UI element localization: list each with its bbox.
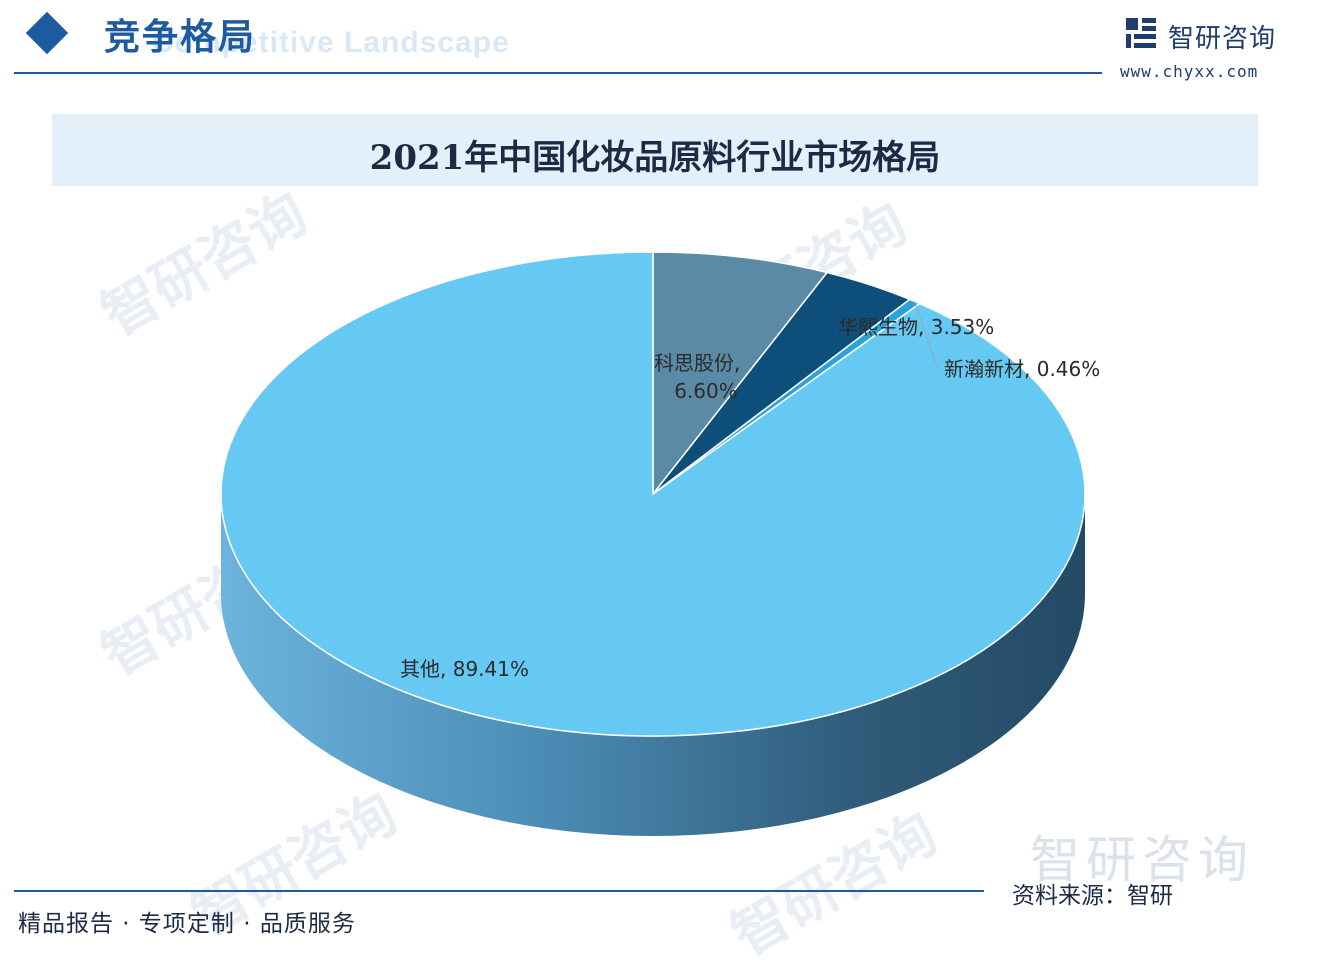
- pie-slice-3: [220, 251, 1086, 737]
- pie-slice-0: [652, 251, 829, 497]
- data-label-kesi: 科思股份,: [654, 351, 740, 375]
- pie-chart: 科思股份, 6.60% 华熙生物, 3.53% 新瀚新材, 0.46% 其他, 89.4…: [220, 251, 1100, 836]
- footer-brand-watermark: 智研咨询: [1030, 831, 1254, 889]
- logo-mark-icon: [1126, 18, 1156, 48]
- section-title: 竞争格局: [104, 16, 257, 58]
- logo-url: www.chyxx.com: [1120, 62, 1259, 81]
- brand-logo: 智研咨询 www.chyxx.com: [1120, 16, 1294, 81]
- data-label-xinhan: 新瀚新材, 0.46%: [944, 357, 1100, 381]
- data-label-kesi-value: 6.60%: [674, 379, 738, 403]
- logo-name: 智研咨询: [1168, 24, 1277, 54]
- footer-divider: [14, 890, 984, 892]
- chart-title-band: 2021年中国化妆品原料行业市场格局: [52, 114, 1258, 186]
- header-divider: [14, 72, 1102, 74]
- data-label-other: 其他, 89.41%: [400, 657, 529, 681]
- chart-title: 2021年中国化妆品原料行业市场格局: [369, 138, 941, 178]
- page-header: Competitive Landscape 竞争格局 智研咨询 www.chyx…: [0, 0, 1320, 90]
- data-label-huaxi: 华熙生物, 3.53%: [838, 315, 994, 339]
- leader-line-xinhan: [914, 301, 939, 371]
- footer-tagline: 精品报告 · 专项定制 · 品质服务: [18, 911, 356, 937]
- pie-side-wall: [221, 494, 1085, 836]
- footer-source: 资料来源：智研: [1012, 883, 1173, 909]
